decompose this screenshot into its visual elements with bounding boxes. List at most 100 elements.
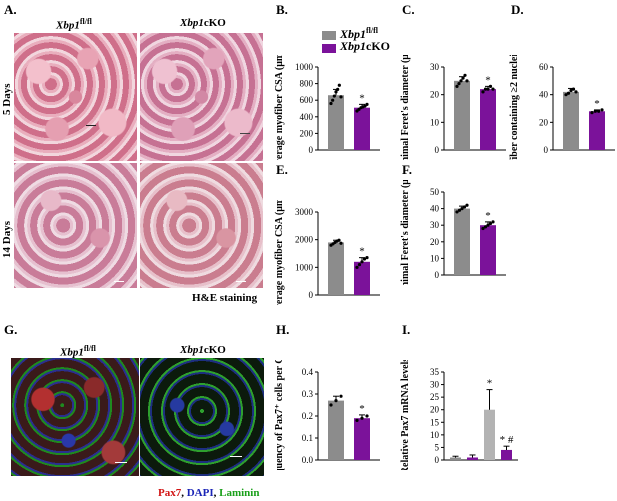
bar (480, 225, 496, 275)
y-tick-label: 0.0 (302, 455, 314, 465)
data-point (593, 109, 597, 113)
data-point (566, 91, 571, 95)
he-col-title-ko: Xbp1cKO (180, 17, 226, 29)
y-tick-label: 50 (430, 187, 440, 197)
legend-label-ko: Xbp1cKO (340, 39, 391, 53)
data-point (339, 95, 343, 99)
y-tick-label: 0.2 (302, 411, 313, 421)
y-tick-label: 40 (539, 90, 549, 100)
scale-bar (86, 125, 96, 126)
data-point (457, 82, 461, 86)
y-axis-label: Average myofiber CSA (μm²) (274, 200, 285, 305)
y-tick-label: 200 (300, 128, 314, 138)
data-point (486, 87, 490, 91)
data-point (488, 84, 493, 88)
he-image-14d-ko (140, 163, 263, 288)
bar (454, 80, 470, 150)
y-tick-label: 0 (309, 145, 314, 155)
panel-label-e: E. (276, 162, 288, 177)
scale-bar (230, 456, 242, 457)
fluor-caption-laminin: Laminin (219, 487, 260, 499)
data-point (365, 414, 369, 418)
y-tick-label: 0 (309, 290, 314, 300)
panel-label-a: A. (4, 2, 17, 17)
y-tick-label: 1000 (295, 262, 314, 272)
y-tick-label: 0.3 (302, 389, 314, 399)
data-point (462, 205, 467, 209)
data-point (360, 416, 364, 420)
bar (354, 418, 370, 460)
significance-mark: * (359, 246, 365, 258)
panel-label-d: D. (511, 2, 524, 17)
y-tick-label: 0.1 (302, 433, 313, 443)
scale-bar (240, 133, 250, 134)
data-point (360, 260, 364, 264)
y-tick-label: 0 (435, 270, 440, 280)
data-point (329, 403, 333, 407)
he-staining-caption: H&E staining (192, 292, 258, 304)
he-image-5d-ko (140, 33, 263, 161)
data-point (600, 108, 604, 112)
y-axis-label: Minimal Feret's diameter (μm) (400, 55, 411, 160)
data-point (574, 90, 578, 94)
data-point (491, 87, 495, 91)
panel-label-b: B. (276, 2, 288, 17)
data-point (365, 256, 369, 260)
data-point (336, 87, 340, 92)
chart-b: Average myofiber CSA (μm²) 0 200 400 600 800 1… (274, 55, 380, 160)
y-tick-label: 25 (430, 392, 440, 402)
chart-e: Average myofiber CSA (μm²) 0 1000 2000 3000 * (274, 200, 380, 305)
bar (328, 95, 344, 150)
scale-bar (114, 281, 124, 282)
panel-label-g: G. (4, 322, 18, 337)
panel-label-i: I. (402, 322, 411, 337)
data-point (331, 98, 335, 102)
data-point (339, 241, 343, 245)
y-tick-label: 20 (539, 117, 549, 127)
chart-f: Minimal Feret's diameter (μm) 0 10 20 30 40 50… (400, 180, 506, 285)
significance-mark: * (359, 403, 365, 415)
y-tick-label: 40 (430, 204, 440, 214)
y-tick-label: 400 (300, 112, 314, 122)
data-point (357, 262, 362, 267)
data-point (569, 88, 573, 93)
data-point (483, 225, 488, 229)
he-image-14d-ctrl (14, 163, 137, 288)
bar (450, 457, 461, 460)
data-point (463, 73, 467, 77)
fluor-caption: Pax7, DAPI, Laminin (158, 487, 260, 499)
y-tick-label: 15 (430, 417, 440, 427)
fluor-col-title-ko: Xbp1cKO (180, 344, 226, 356)
y-tick-label: 0.4 (302, 367, 314, 377)
data-point (337, 238, 341, 242)
he-col-title-ctrl: Xbp1fl/fl (56, 17, 92, 32)
fluor-image-ko (140, 358, 264, 476)
data-point (355, 418, 359, 422)
y-tick-label: 10 (430, 253, 440, 263)
bar (589, 111, 605, 150)
data-point (461, 76, 465, 80)
y-tick-label: 10 (430, 430, 440, 440)
significance-mark: * (487, 378, 493, 390)
data-point (362, 257, 367, 261)
data-point (365, 102, 369, 106)
y-tick-label: 5 (435, 442, 440, 452)
data-point (564, 93, 568, 97)
bar (454, 208, 470, 275)
y-axis-label: Minimal Feret's diameter (μm) (400, 180, 411, 285)
data-point (459, 79, 463, 83)
data-point (481, 226, 485, 231)
bar (484, 409, 495, 460)
y-tick-label: 60 (539, 62, 549, 72)
data-point (486, 223, 490, 227)
data-point (571, 87, 576, 91)
y-tick-label: 800 (300, 79, 314, 89)
y-tick-label: 30 (430, 220, 440, 230)
y-tick-label: 2000 (295, 235, 314, 245)
he-row-title-5d: 5 Days (1, 83, 13, 115)
bar (354, 107, 370, 150)
significance-mark: * (485, 74, 491, 86)
legend-swatch-ko (322, 44, 336, 53)
y-tick-label: 30 (430, 62, 440, 72)
fluor-image-ctrl (11, 358, 139, 476)
